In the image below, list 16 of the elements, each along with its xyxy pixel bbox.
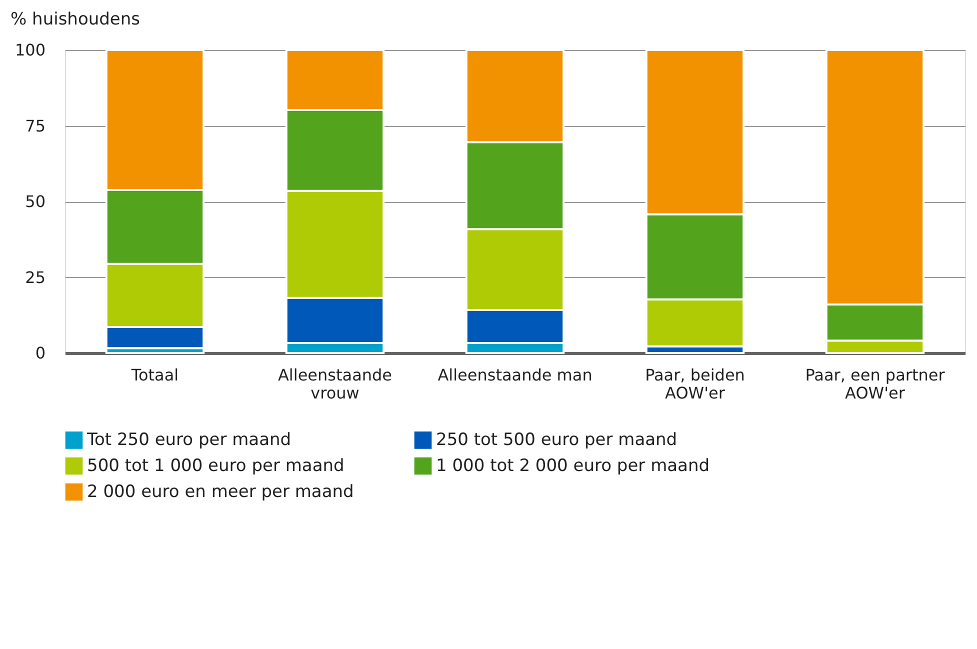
- y-tick-label: 0: [35, 344, 46, 362]
- legend-label: 2 000 euro en meer per maand: [87, 482, 354, 502]
- legend-label: 250 tot 500 euro per maand: [436, 430, 678, 450]
- x-tick-label: Paar, beiden AOW'er: [645, 366, 745, 402]
- x-tick-label: Alleenstaande man: [438, 366, 592, 384]
- y-tick-label: 50: [25, 192, 46, 211]
- legend-label: 500 tot 1 000 euro per maand: [87, 456, 344, 476]
- y-tick-label: 75: [25, 116, 46, 136]
- y-tick-label: 100: [14, 40, 46, 60]
- x-tick-label: Totaal: [130, 366, 179, 384]
- y-tick-label: 25: [25, 268, 46, 287]
- y-axis-title: % huishoudens: [10, 10, 140, 30]
- x-tick-label: Paar, een partner AOW'er: [805, 366, 946, 402]
- x-tick-label: Alleenstaande vrouw: [278, 366, 392, 402]
- legend-label: 1 000 tot 2 000 euro per maand: [436, 456, 710, 476]
- legend-label: Tot 250 euro per maand: [86, 430, 292, 450]
